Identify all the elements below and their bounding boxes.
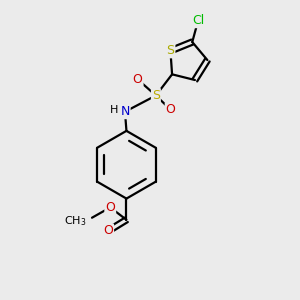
Text: Cl: Cl [192, 14, 204, 27]
Text: S: S [167, 44, 174, 57]
Text: S: S [152, 89, 160, 102]
Text: CH$_3$: CH$_3$ [64, 214, 87, 228]
Text: H: H [110, 105, 118, 115]
Text: O: O [133, 73, 142, 86]
Text: N: N [120, 105, 130, 118]
Text: O: O [166, 103, 176, 116]
Text: O: O [105, 201, 115, 214]
Text: O: O [103, 224, 113, 238]
